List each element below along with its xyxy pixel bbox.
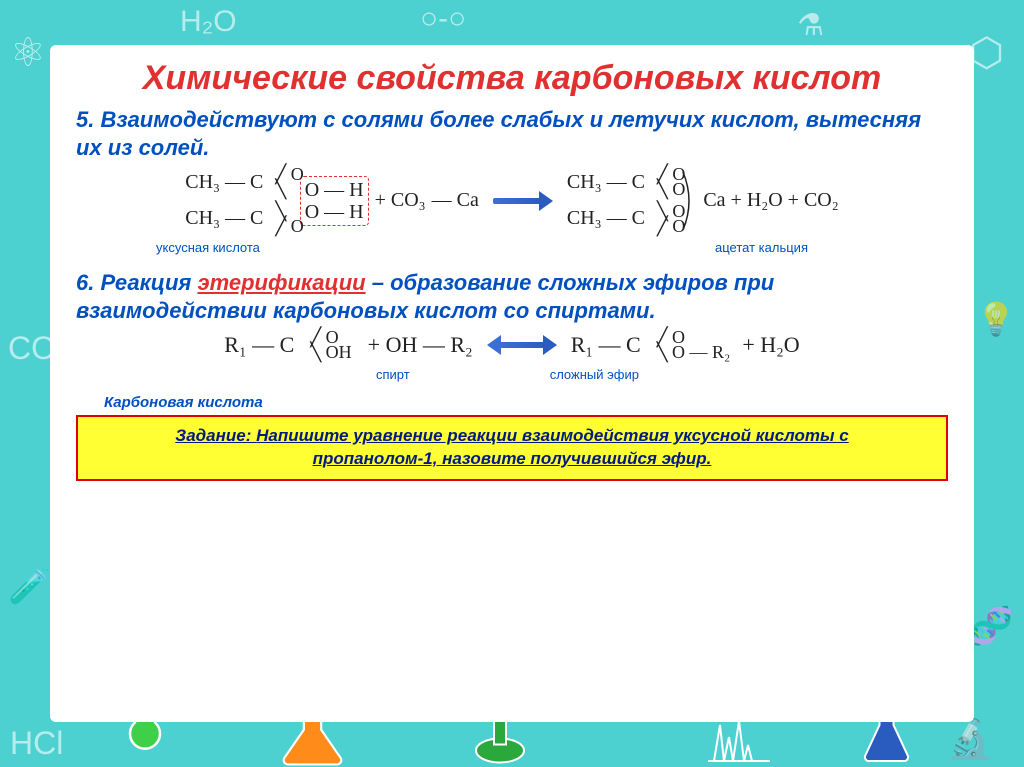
reaction-5: CH₃ — C ╱ O ╲ CH₃ — C ╲ ╱ O O — HO — H +…: [76, 167, 948, 234]
arrow-icon: [493, 190, 553, 212]
carbonyl-bracket: ╱ O ╲ O: [647, 167, 675, 198]
r6-r1: R₁ — C: [224, 332, 294, 358]
p6-prefix: 6. Реакция: [76, 270, 197, 295]
r5-reactant1-a: CH₃ — C: [185, 171, 263, 194]
carbonyl-bracket: ╱ O ╲ OH: [300, 330, 341, 361]
point-5-text: 5. Взаимодействуют с солями более слабых…: [76, 106, 948, 161]
r5-product1-a: CH₃ — C: [567, 171, 645, 194]
r5-products-tail: Ca + H₂O + CO₂: [703, 189, 838, 212]
r5-reactant1-b: CH₃ — C: [185, 207, 263, 230]
carbonyl-bracket: ╱ O ╲ O — R₂: [647, 330, 721, 361]
p6-hot: этерификации: [197, 270, 365, 295]
page-title: Химические свойства карбоновых кислот: [76, 59, 948, 98]
r6-plus2: + H₂O: [742, 332, 799, 358]
r5-product1-b: CH₃ — C: [567, 207, 645, 230]
carbonyl-bracket: ╱ O ╲: [265, 167, 293, 198]
r5-ca: — Ca: [432, 189, 479, 212]
carboxylic-label: Карбоновая кислота: [104, 394, 948, 411]
equilibrium-arrow-icon: [487, 332, 557, 358]
carbonyl-bracket: ╲ O ╱ O: [647, 204, 675, 235]
task-lead: Задание:: [175, 426, 256, 445]
task-box: Задание: Напишите уравнение реакции взаи…: [76, 415, 948, 481]
carbonyl-bracket: ╲ ╱ O: [265, 204, 293, 235]
r6-p1: R₁ — C: [571, 332, 641, 358]
r5-label-right: ацетат кальция: [715, 240, 808, 255]
content-card: Химические свойства карбоновых кислот 5.…: [50, 45, 974, 722]
leaving-group-box: O — HO — H: [300, 176, 369, 226]
task-body1: Напишите уравнение реакции взаимодействи…: [256, 426, 849, 445]
r6-plus: + OH — R₂: [368, 332, 473, 358]
r6-label-right: сложный эфир: [550, 367, 639, 382]
r5-label-left: уксусная кислота: [156, 240, 260, 255]
point-6-text: 6. Реакция этерификации – образование сл…: [76, 269, 948, 324]
reaction-6: R₁ — C ╱ O ╲ OH + OH — R₂ R₁ — C ╱ O ╲ O…: [76, 330, 948, 361]
r5-plus-co3: + CO₃: [375, 189, 426, 212]
task-body2: пропанолом-1, назовите получившийся эфир…: [313, 449, 712, 468]
r6-label-left: спирт: [376, 367, 410, 382]
